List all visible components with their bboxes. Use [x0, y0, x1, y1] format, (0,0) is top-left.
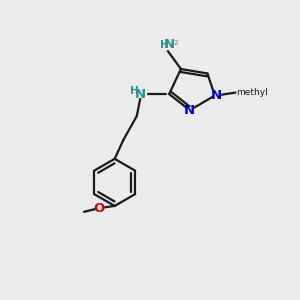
Text: N: N	[164, 38, 175, 51]
Text: N: N	[184, 104, 195, 117]
Text: $_2$: $_2$	[172, 38, 178, 47]
Bar	[186, 107, 194, 115]
Text: O: O	[94, 202, 105, 215]
Text: H: H	[130, 85, 139, 95]
Bar	[131, 88, 146, 97]
Bar	[213, 92, 220, 99]
Text: N: N	[135, 88, 146, 100]
Text: H: H	[160, 40, 169, 50]
Bar	[163, 42, 175, 49]
Text: methyl: methyl	[236, 88, 268, 97]
Text: N: N	[211, 89, 222, 102]
Bar	[96, 205, 103, 212]
